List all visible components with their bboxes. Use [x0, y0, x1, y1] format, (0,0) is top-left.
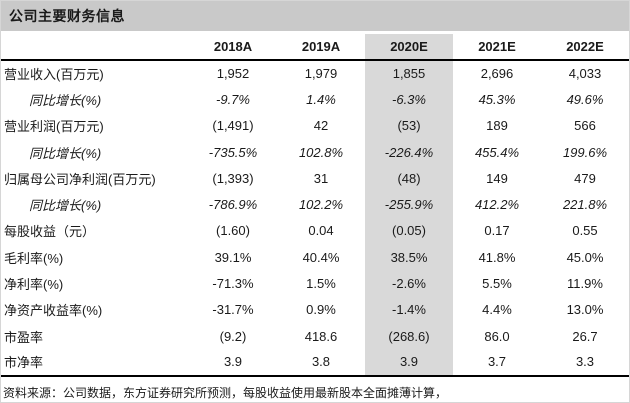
cell-2018A: (1.60): [216, 223, 250, 239]
cell-2020E: (268.6): [365, 322, 453, 350]
row-label: 净资产收益率(%): [4, 303, 103, 319]
cell-2022E: 221.8%: [562, 197, 608, 213]
cell-2019A: 0.9%: [306, 302, 336, 318]
cell-2022E: 13.0%: [566, 302, 604, 318]
cell-2018A: 3.9: [189, 349, 277, 377]
cell-2018A: (1,491): [212, 118, 254, 134]
cell-2019A: 3.8: [277, 349, 365, 377]
cell-2018A: (9.2): [219, 328, 247, 344]
column-header-2018A: 2018A: [189, 34, 277, 61]
column-header-2022E: 2022E: [541, 34, 629, 61]
table-row: 净利率(%) -71.3% 1.5% -2.6% 5.5% 11.9%: [1, 270, 629, 297]
cell-2021E: 5.5%: [482, 276, 512, 292]
cell-2021E: 189: [486, 118, 508, 134]
cell-2020E: -2.6%: [365, 270, 453, 297]
row-label: 同比增长(%): [29, 92, 102, 108]
cell-2021E: 412.2%: [474, 197, 520, 213]
cell-2019A: 0.04: [308, 223, 334, 239]
row-label: 营业收入(百万元): [4, 67, 104, 83]
table-row: 同比增长(%) -9.7% 1.4% -6.3% 45.3% 49.6%: [1, 86, 629, 113]
row-label: 同比增长(%): [29, 198, 102, 214]
source-note: 资料来源：公司数据，东方证券研究所预测，每股收益使用最新股本全面摊薄计算，: [3, 385, 448, 400]
table-row: 市盈率 (9.2) 418.6 (268.6) 86.0 26.7: [1, 322, 629, 350]
cell-2020E: (53): [365, 112, 453, 139]
cell-2018A: -31.7%: [212, 302, 254, 318]
column-header-2019A: 2019A: [277, 34, 365, 61]
row-label: 同比增长(%): [29, 145, 102, 161]
cell-2021E: 455.4%: [474, 144, 520, 160]
panel-title: 公司主要财务信息: [9, 8, 125, 24]
cell-2020E: 38.5%: [365, 244, 453, 271]
cell-2021E: 4.4%: [482, 302, 512, 318]
table-row: 每股收益（元） (1.60) 0.04 (0.05) 0.17 0.55: [1, 217, 629, 245]
row-label: 营业利润(百万元): [4, 119, 104, 135]
cell-2019A: 102.8%: [298, 144, 344, 160]
cell-2018A: -786.9%: [208, 197, 258, 213]
cell-2022E: 3.3: [541, 349, 629, 377]
cell-2022E: 0.55: [572, 223, 598, 239]
cell-2021E: 3.7: [453, 349, 541, 377]
cell-2021E: 45.3%: [478, 91, 516, 107]
row-label: 市盈率: [4, 329, 44, 345]
cell-2019A: 31: [313, 170, 329, 186]
cell-2021E: 0.17: [484, 223, 510, 239]
cell-2021E: 86.0: [484, 328, 510, 344]
cell-2019A: 42: [313, 118, 329, 134]
cell-2022E: 45.0%: [566, 249, 604, 265]
cell-2020E: -6.3%: [365, 86, 453, 113]
row-label: 净利率(%): [4, 277, 64, 293]
cell-2019A: 1,979: [304, 66, 338, 82]
cell-2018A: 39.1%: [214, 249, 252, 265]
cell-2021E: 149: [486, 170, 508, 186]
table-row: 毛利率(%) 39.1% 40.4% 38.5% 41.8% 45.0%: [1, 244, 629, 271]
table-row: 归属母公司净利润(百万元) (1,393) 31 (48) 149 479: [1, 165, 629, 192]
row-label: 每股收益（元）: [4, 224, 96, 240]
cell-2021E: 2,696: [480, 66, 514, 82]
header-label-placeholder: [1, 34, 189, 61]
cell-2020E: -226.4%: [365, 138, 453, 166]
cell-2018A: -735.5%: [208, 144, 258, 160]
cell-2022E: 49.6%: [566, 91, 604, 107]
cell-2022E: 26.7: [572, 328, 598, 344]
cell-2019A: 40.4%: [302, 249, 340, 265]
cell-2020E: 3.9: [365, 349, 453, 377]
cell-2022E: 566: [574, 118, 596, 134]
row-label: 市净率: [1, 349, 189, 377]
cell-2019A: 1.5%: [306, 276, 336, 292]
table-row: 营业利润(百万元) (1,491) 42 (53) 189 566: [1, 112, 629, 139]
row-label: 归属母公司净利润(百万元): [4, 171, 156, 187]
cell-2018A: (1,393): [212, 170, 254, 186]
cell-2019A: 418.6: [304, 328, 338, 344]
column-header-2021E: 2021E: [453, 34, 541, 61]
table-row: 同比增长(%) -735.5% 102.8% -226.4% 455.4% 199.6%: [1, 138, 629, 166]
cell-2020E: (48): [365, 165, 453, 192]
cell-2018A: -71.3%: [212, 276, 254, 292]
cell-2021E: 41.8%: [478, 249, 516, 265]
row-label: 毛利率(%): [4, 250, 64, 266]
cell-2018A: -9.7%: [216, 91, 250, 107]
cell-2022E: 199.6%: [562, 144, 608, 160]
table-body: 营业收入(百万元) 1,952 1,979 1,855 2,696 4,033 同比增长(%…: [1, 60, 629, 377]
cell-2020E: 1,855: [365, 60, 453, 87]
cell-2020E: -255.9%: [365, 191, 453, 218]
cell-2020E: (0.05): [365, 217, 453, 245]
table-row: 营业收入(百万元) 1,952 1,979 1,855 2,696 4,033: [1, 60, 629, 87]
panel-title-band: 公司主要财务信息: [1, 1, 629, 31]
cell-2022E: 479: [574, 170, 596, 186]
cell-2022E: 4,033: [568, 66, 602, 82]
cell-2022E: 11.9%: [567, 276, 603, 292]
header-row: 2018A 2019A 2020E 2021E 2022E: [1, 34, 629, 61]
table-row: 同比增长(%) -786.9% 102.2% -255.9% 412.2% 221.8%: [1, 191, 629, 218]
table-row: 市净率 3.9 3.8 3.9 3.7 3.3: [1, 349, 629, 377]
cell-2019A: 1.4%: [306, 91, 336, 107]
cell-2018A: 1,952: [216, 66, 250, 82]
column-header-2020E: 2020E: [365, 34, 453, 61]
cell-2019A: 102.2%: [298, 197, 344, 213]
financial-table: 2018A 2019A 2020E 2021E 2022E 营业收入(百万元) 1…: [1, 34, 629, 377]
table-row: 净资产收益率(%) -31.7% 0.9% -1.4% 4.4% 13.0%: [1, 296, 629, 323]
cell-2020E: -1.4%: [365, 296, 453, 323]
